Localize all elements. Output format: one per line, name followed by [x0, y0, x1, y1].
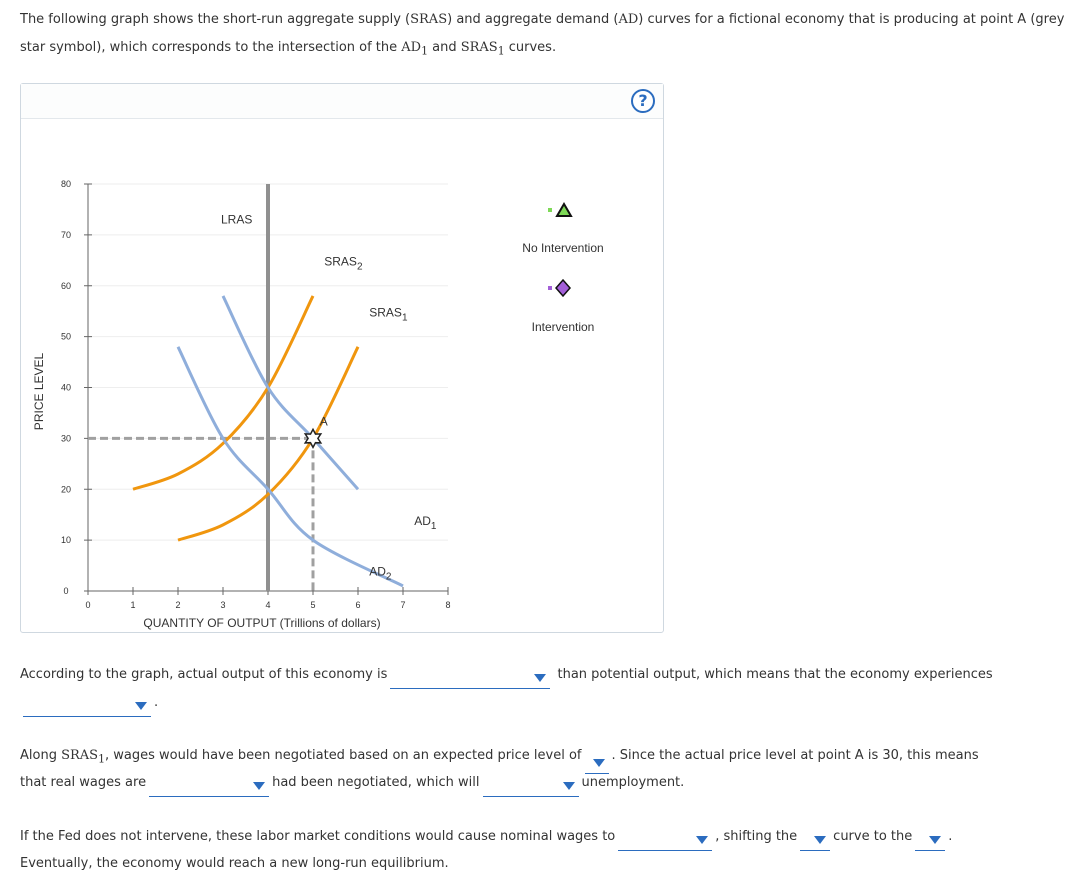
- x-tick-label: 2: [175, 600, 180, 610]
- y-tick-label: 0: [63, 586, 68, 596]
- question-2: Along SRAS1, wages would have been negot…: [20, 742, 1080, 774]
- y-tick-label: 40: [61, 383, 71, 393]
- curve-sras1: [177, 346, 360, 542]
- x-tick-label: 4: [265, 600, 270, 610]
- gap-type-dropdown[interactable]: [23, 696, 151, 717]
- question-3-cont: Eventually, the economy would reach a ne…: [20, 856, 449, 871]
- chevron-down-icon: [135, 702, 147, 710]
- question-1: According to the graph, actual output of…: [20, 661, 1080, 689]
- chevron-down-icon: [562, 782, 575, 790]
- x-axis-label: QUANTITY OF OUTPUT (Trillions of dollars…: [143, 616, 380, 630]
- point-a-star-icon: [303, 427, 323, 449]
- ad2-label: AD2: [369, 565, 392, 583]
- unemployment-effect-dropdown[interactable]: [482, 776, 579, 797]
- y-tick-label: 20: [61, 484, 71, 494]
- x-tick-label: 0: [85, 600, 90, 610]
- diamond-icon: [555, 278, 571, 298]
- aggregate-chart: 0 10 20 30 40 50 60 70 80 0 1 2 3 4 5 6 7 8 QUANTITY OF OU…: [32, 179, 604, 630]
- chevron-down-icon: [253, 782, 266, 790]
- x-tick-label: 8: [445, 600, 450, 610]
- x-tick-label: 1: [130, 600, 135, 610]
- chevron-down-icon: [696, 836, 709, 844]
- curve-ad2: [221, 295, 360, 491]
- x-tick-label: 7: [400, 600, 405, 610]
- real-wages-dropdown[interactable]: [149, 776, 270, 797]
- chevron-down-icon: [592, 758, 605, 767]
- graph-toolbar: ?: [21, 84, 663, 119]
- point-a-label: A: [320, 415, 328, 429]
- y-axis-label: PRICE LEVEL: [32, 352, 46, 430]
- shifted-curve-dropdown[interactable]: [800, 830, 831, 851]
- x-tick-label: 5: [310, 600, 315, 610]
- chevron-down-icon: [929, 836, 942, 844]
- chevron-down-icon: [814, 836, 827, 844]
- y-tick-label: 70: [61, 230, 71, 240]
- curve-sras2: [132, 295, 315, 491]
- legend-swatch: [548, 286, 552, 290]
- question-3: If the Fed does not intervene, these lab…: [20, 823, 1080, 851]
- y-tick-label: 30: [61, 433, 71, 443]
- y-tick-label: 80: [61, 179, 71, 189]
- help-icon[interactable]: ?: [631, 89, 655, 113]
- legend-intervention: Intervention: [532, 320, 595, 334]
- x-tick-label: 6: [355, 600, 360, 610]
- curve-ad1: [176, 346, 404, 588]
- x-tick-label: 3: [220, 600, 225, 610]
- y-tick-label: 50: [61, 332, 71, 342]
- graph-panel: ? 0 10 20 30 40 50 60 70 80 0 1 2 3 4 5 6 7 8 QUANTITY OF …: [20, 83, 664, 633]
- question-2-cont: that real wages are had been negotiated, …: [20, 769, 1080, 797]
- intro-text: The following graph shows the short-run …: [20, 12, 1065, 58]
- sras1-label: SRAS1: [369, 305, 408, 323]
- legend-no-intervention: No Intervention: [522, 241, 603, 255]
- ad1-label: AD1: [414, 514, 437, 532]
- chevron-down-icon: [534, 674, 547, 682]
- legend-swatch: [548, 208, 552, 212]
- lras-label: LRAS: [221, 213, 252, 227]
- triangle-icon: [555, 202, 573, 217]
- output-comparison-dropdown[interactable]: [390, 668, 551, 689]
- sras2-label: SRAS2: [324, 254, 363, 272]
- question-1-cont: .: [20, 689, 158, 717]
- shift-direction-dropdown[interactable]: [915, 830, 946, 851]
- nominal-wages-dropdown[interactable]: [618, 830, 713, 851]
- expected-price-dropdown[interactable]: [584, 753, 609, 774]
- y-tick-label: 60: [61, 281, 71, 291]
- y-tick-label: 10: [61, 535, 71, 545]
